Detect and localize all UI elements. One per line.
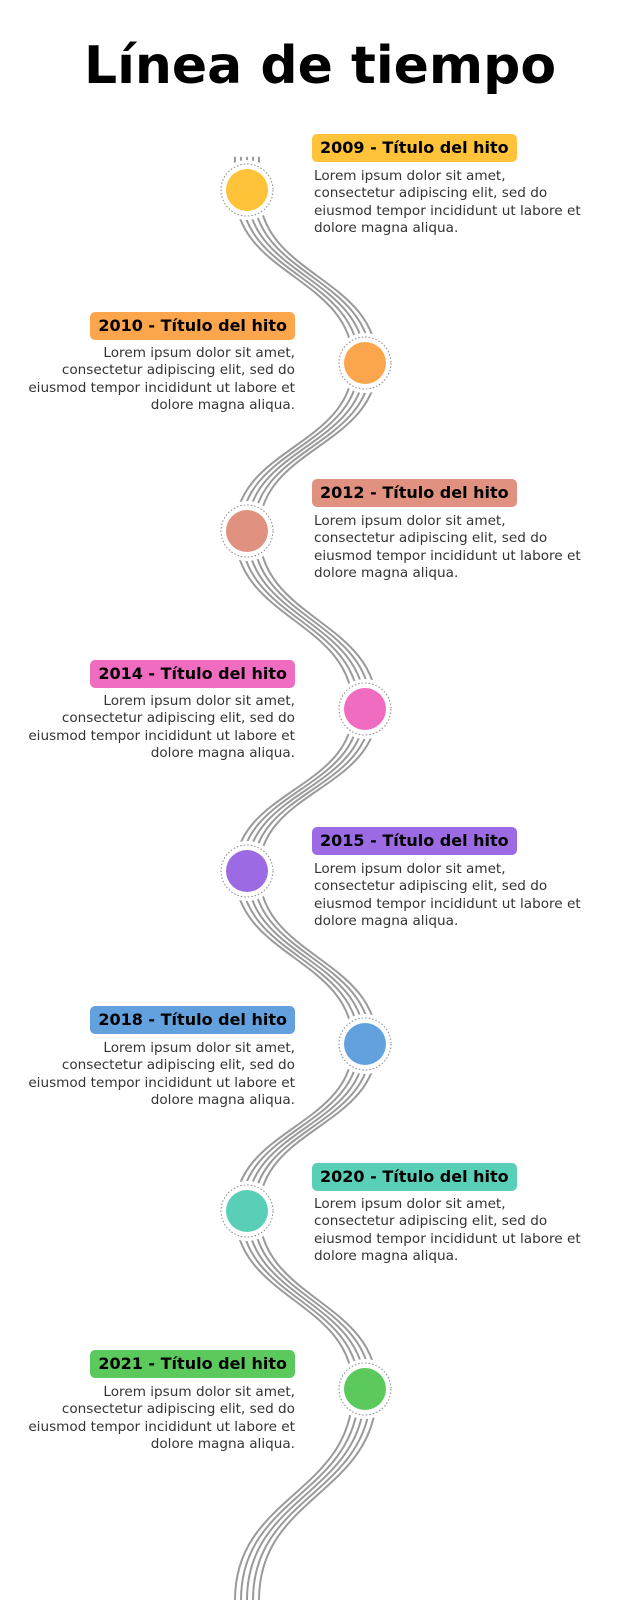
timeline-node — [226, 510, 268, 552]
timeline-node — [344, 342, 386, 384]
milestone-description: Lorem ipsum dolor sit amet, consectetur … — [314, 513, 581, 582]
timeline-node-ring — [220, 1184, 274, 1238]
timeline-node-ring — [338, 1017, 392, 1071]
timeline-nodes — [217, 160, 395, 1419]
timeline-node-ring — [338, 336, 392, 390]
milestone-description: Lorem ipsum dolor sit amet, consectetur … — [314, 168, 581, 237]
milestone-description: Lorem ipsum dolor sit amet, consectetur … — [314, 1196, 581, 1265]
timeline-node — [226, 850, 268, 892]
timeline-node — [344, 688, 386, 730]
timeline-node-ring — [338, 682, 392, 736]
milestone-label: 2014 - Título del hito — [90, 660, 295, 688]
milestone-description: Lorem ipsum dolor sit amet, consectetur … — [28, 693, 295, 762]
timeline-node — [226, 169, 268, 211]
milestone-label: 2015 - Título del hito — [312, 827, 517, 855]
milestone-label: 2020 - Título del hito — [312, 1163, 517, 1191]
milestone-description: Lorem ipsum dolor sit amet, consectetur … — [28, 1384, 295, 1453]
milestone-label: 2010 - Título del hito — [90, 312, 295, 340]
timeline-node-ring — [220, 504, 274, 558]
timeline-node-ring — [220, 163, 274, 217]
milestone-label: 2021 - Título del hito — [90, 1350, 295, 1378]
timeline-node-ring — [220, 844, 274, 898]
milestone-label: 2009 - Título del hito — [312, 134, 517, 162]
timeline-node — [344, 1023, 386, 1065]
timeline-node — [226, 1190, 268, 1232]
page-title: Línea de tiempo — [83, 36, 557, 96]
milestone-description: Lorem ipsum dolor sit amet, consectetur … — [28, 345, 295, 414]
milestone-label: 2012 - Título del hito — [312, 479, 517, 507]
timeline-node — [344, 1368, 386, 1410]
timeline-node-ring — [338, 1362, 392, 1416]
milestone-label: 2018 - Título del hito — [90, 1006, 295, 1034]
milestone-description: Lorem ipsum dolor sit amet, consectetur … — [314, 861, 581, 930]
milestone-description: Lorem ipsum dolor sit amet, consectetur … — [28, 1040, 295, 1109]
